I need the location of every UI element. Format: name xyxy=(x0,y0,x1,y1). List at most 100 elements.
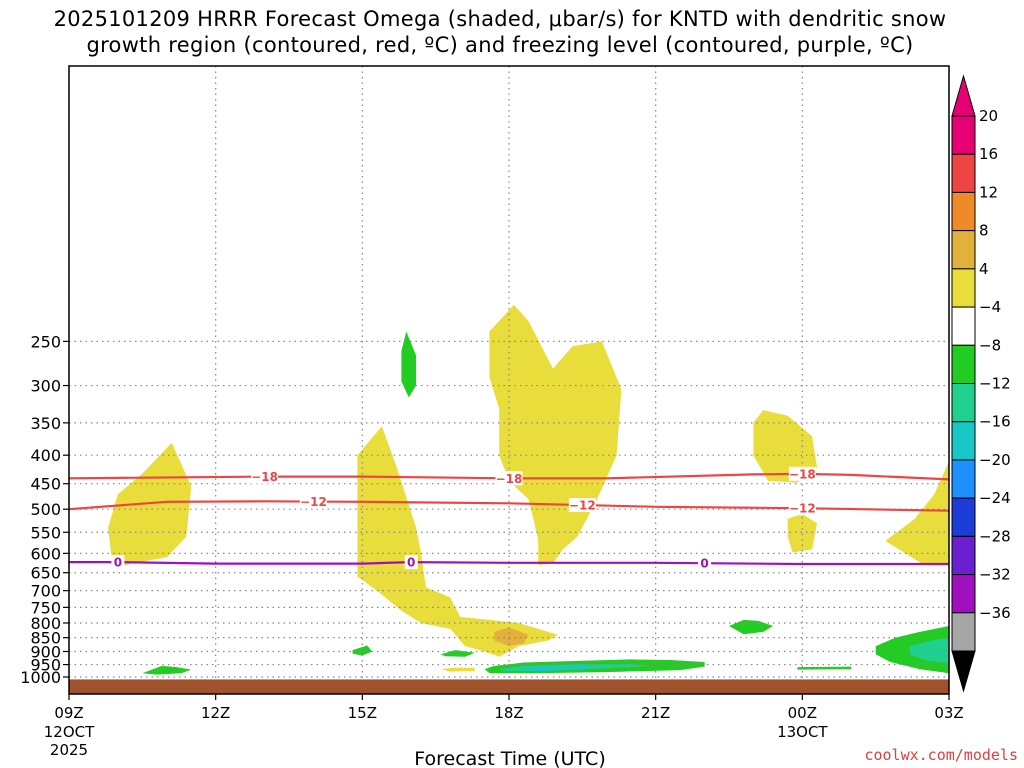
contour-label-bg--18-2 xyxy=(788,466,816,481)
x-tick-label-12Z: 12Z xyxy=(201,704,230,722)
omega-region-8 xyxy=(401,331,417,398)
colorbar-swatch-1 xyxy=(951,153,976,193)
colorbar-label-5: −4 xyxy=(979,298,1001,316)
omega-region-7 xyxy=(494,627,529,647)
contour-label-0-2: 0 xyxy=(700,557,708,571)
x-tick-label-18Z: 18Z xyxy=(494,704,523,722)
y-tick-label-550: 550 xyxy=(30,523,61,542)
omega-region-4 xyxy=(787,514,817,553)
colorbar-swatch-0 xyxy=(951,115,976,155)
contour-line--18 xyxy=(69,472,949,481)
y-tick-label-500: 500 xyxy=(30,500,61,519)
colorbar-swatch-2 xyxy=(951,191,976,232)
colorbar-label-12: −32 xyxy=(979,566,1011,584)
colorbar-swatch-13 xyxy=(951,612,976,652)
contour-label--18-1: −18 xyxy=(496,472,523,486)
omega-region-1 xyxy=(357,426,558,657)
omega-region-18 xyxy=(518,665,588,672)
contour-label-0-1: 0 xyxy=(407,556,415,570)
x-tick-label-00Z: 00Z xyxy=(788,704,817,722)
chart-title-line-2: growth region (contoured, red, ºC) and f… xyxy=(86,33,914,57)
y-tick-label-300: 300 xyxy=(30,377,61,396)
y-axis: 2503003504004505005506006507007508008509… xyxy=(20,332,69,687)
omega-region-3 xyxy=(753,410,817,483)
contour-label-bg--12-1 xyxy=(568,498,596,513)
y-tick-label-1000: 1000 xyxy=(20,668,61,687)
contour-label-bg--12-2 xyxy=(788,501,816,516)
colorbar-label-1: 16 xyxy=(979,145,998,163)
colorbar-label-7: −12 xyxy=(979,375,1011,393)
colorbar-swatch-6 xyxy=(951,344,976,384)
colorbar-label-9: −20 xyxy=(979,451,1011,469)
omega-region-12 xyxy=(729,619,773,635)
y-tick-label-900: 900 xyxy=(30,642,61,661)
colorbar-label-2: 12 xyxy=(979,183,998,201)
y-tick-label-250: 250 xyxy=(30,332,61,351)
colorbar-swatch-11 xyxy=(951,535,976,576)
x-tick-label-15Z: 15Z xyxy=(348,704,377,722)
contour-label-bg--12-0 xyxy=(299,494,327,509)
colorbar-swatch-4 xyxy=(951,268,976,308)
colorbar-label-3: 8 xyxy=(979,222,989,240)
x-tick-date-09Z: 12OCT xyxy=(44,723,95,741)
colorbar-label-0: 20 xyxy=(979,107,998,125)
contour-line--12 xyxy=(69,500,949,512)
contour-label--18-0: −18 xyxy=(251,470,278,484)
contour-label--18-2: −18 xyxy=(789,467,816,481)
omega-region-17 xyxy=(909,637,949,664)
contour-label-bg--18-0 xyxy=(251,469,279,484)
y-tick-label-700: 700 xyxy=(30,582,61,601)
omega-shading-layer xyxy=(108,304,949,675)
x-axis-title: Forecast Time (UTC) xyxy=(414,748,605,768)
colorbar-bottom-arrow xyxy=(951,650,976,693)
y-tick-label-850: 850 xyxy=(30,629,61,648)
colorbar-swatch-12 xyxy=(951,574,976,614)
contour-layer: −18 −18 −18 −12 −12 −12 0 0 0 xyxy=(69,466,949,571)
x-tick-label-09Z: 09Z xyxy=(54,704,83,722)
colorbar-label-6: −8 xyxy=(979,336,1001,354)
credit-text[interactable]: coolwx.com/models xyxy=(864,746,1018,764)
colorbar-swatch-10 xyxy=(951,497,976,537)
terrain-surface xyxy=(69,679,949,694)
contour-label-bg-0-1 xyxy=(404,555,418,570)
y-tick-label-750: 750 xyxy=(30,598,61,617)
contour-label-bg--18-1 xyxy=(495,471,523,486)
contour-label-bg-0-0 xyxy=(111,555,125,570)
colorbar-swatch-7 xyxy=(951,383,976,423)
colorbar-swatch-9 xyxy=(951,459,976,499)
omega-region-5 xyxy=(885,461,949,566)
y-tick-label-800: 800 xyxy=(30,614,61,633)
y-tick-label-350: 350 xyxy=(30,414,61,433)
colorbar-label-10: −24 xyxy=(979,489,1011,507)
contour-label--12-2: −12 xyxy=(789,502,816,516)
contour-label-0-0: 0 xyxy=(114,556,122,570)
contour-label-bg-0-2 xyxy=(698,556,712,571)
y-tick-label-400: 400 xyxy=(30,446,61,465)
colorbar-swatch-3 xyxy=(951,230,976,270)
chart-title-line-1: 2025101209 HRRR Forecast Omega (shaded, … xyxy=(53,7,947,31)
contour-line-0 xyxy=(69,560,949,566)
chart-title: 2025101209 HRRR Forecast Omega (shaded, … xyxy=(0,6,1000,58)
omega-region-11 xyxy=(440,650,475,657)
contour-label--12-1: −12 xyxy=(569,499,596,513)
colorbar-label-13: −36 xyxy=(979,604,1011,622)
y-tick-label-450: 450 xyxy=(30,475,61,494)
gridlines xyxy=(68,66,950,694)
x-tick-date-00Z: 13OCT xyxy=(777,723,828,741)
x-tick-label-03Z: 03Z xyxy=(934,704,963,722)
x-tick-label-21Z: 21Z xyxy=(641,704,670,722)
x-tick-year-09Z: 2025 xyxy=(50,741,88,759)
colorbar-label-8: −16 xyxy=(979,413,1011,431)
colorbar-swatch-5 xyxy=(951,306,976,346)
omega-region-9 xyxy=(142,665,192,675)
y-tick-label-950: 950 xyxy=(30,656,61,675)
contour-label--12-0: −12 xyxy=(300,495,327,509)
colorbar-label-11: −28 xyxy=(979,527,1011,545)
colorbar-top-arrow xyxy=(951,74,976,117)
colorbar-swatch-8 xyxy=(951,421,976,461)
omega-region-0 xyxy=(108,442,192,569)
colorbar: 20 16 12 8 4 −4 −8 −12 −16 −20 −24 −28 −32 −36 xyxy=(951,74,1011,693)
omega-region-14 xyxy=(797,666,852,670)
